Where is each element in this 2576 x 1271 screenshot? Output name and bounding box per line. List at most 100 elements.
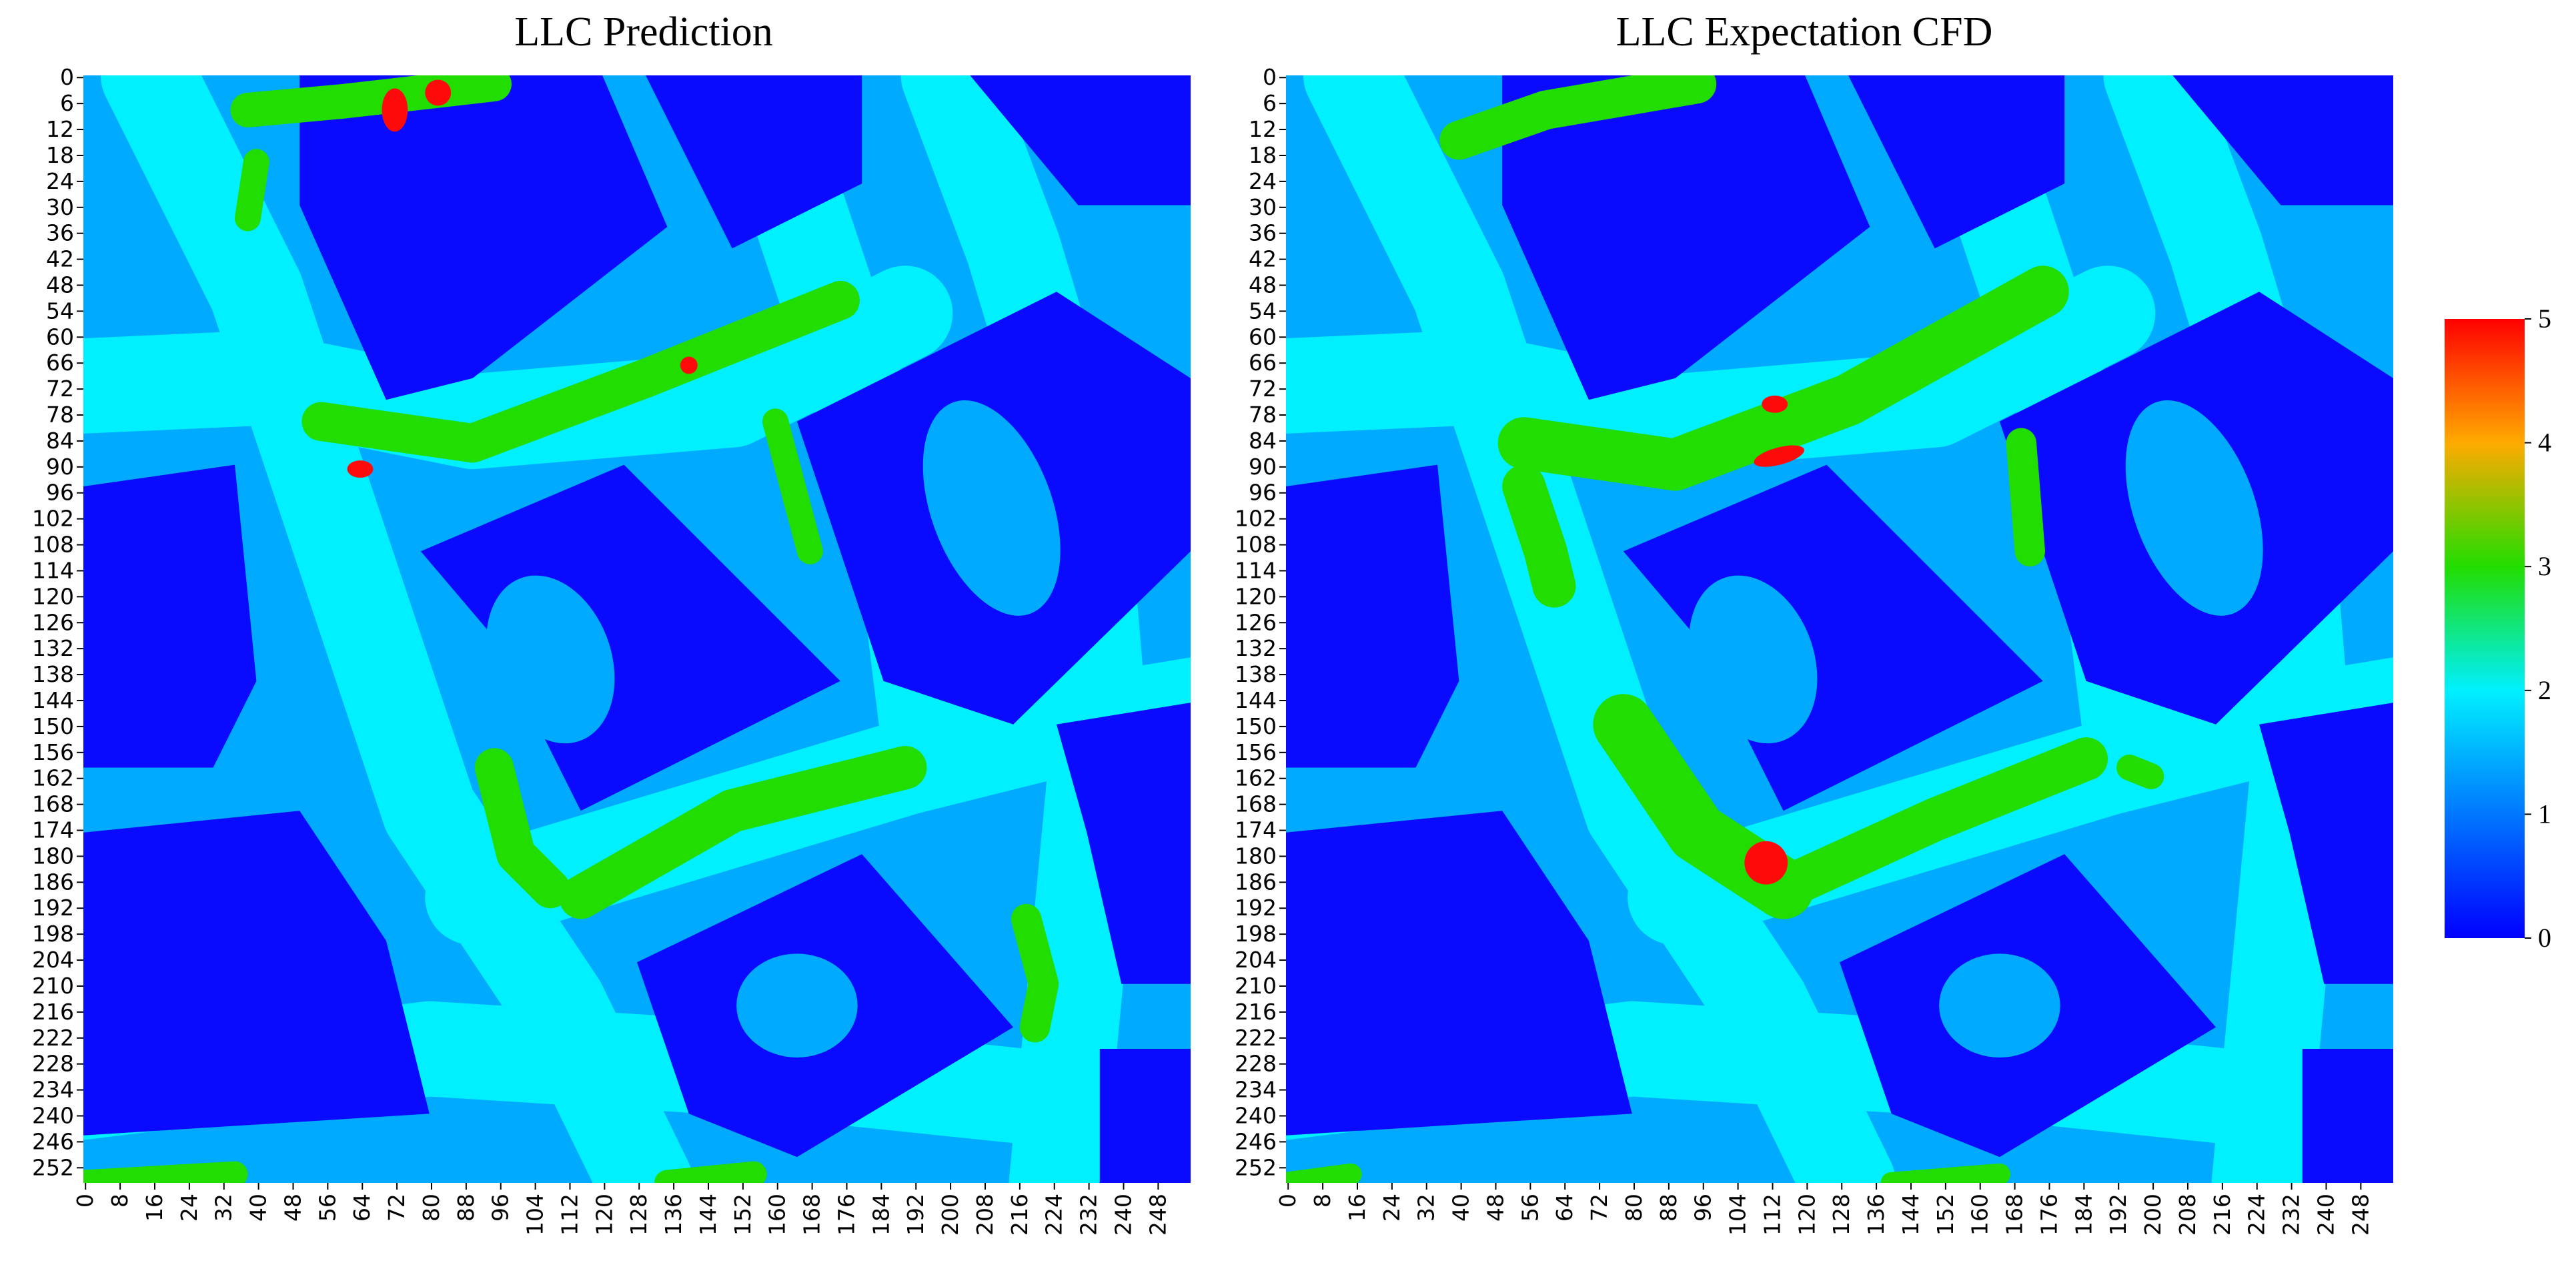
level-3-corridor <box>234 149 269 232</box>
y-axis-left: 0612182430364248546066727884909610210811… <box>32 64 83 1180</box>
y-tick-label: 156 <box>1235 739 1277 765</box>
building-block <box>2172 75 2393 205</box>
y-tick-label: 126 <box>32 609 74 635</box>
y-tick-label: 174 <box>1235 817 1277 843</box>
x-tick-label: 112 <box>556 1194 582 1236</box>
y-tick-label: 42 <box>1249 246 1277 272</box>
courtyard <box>1939 953 2060 1057</box>
level-3-corridor <box>301 281 860 463</box>
x-tick-label: 104 <box>1725 1194 1751 1236</box>
building-block <box>1286 464 1459 768</box>
heatmap-right-area <box>1286 75 2393 1183</box>
colorbar-tick-label: 0 <box>2538 923 2551 953</box>
level-3-corridor <box>2116 755 2164 789</box>
x-tick-label: 0 <box>1275 1194 1301 1208</box>
heatmap-left-area <box>83 75 1191 1183</box>
x-tick-label: 40 <box>245 1194 271 1222</box>
x-tick-label: 168 <box>799 1194 825 1236</box>
x-tick-label: 104 <box>522 1194 548 1236</box>
building-block <box>83 464 257 768</box>
y-tick-label: 162 <box>1235 765 1277 791</box>
x-tick-label: 8 <box>107 1194 133 1208</box>
y-tick-label: 96 <box>46 480 74 506</box>
y-tick-label: 54 <box>1249 298 1277 324</box>
x-tick-label: 224 <box>1041 1194 1067 1236</box>
y-tick-label: 18 <box>46 142 74 168</box>
street-corridor <box>83 266 953 470</box>
courtyard <box>486 575 615 744</box>
y-tick-label: 138 <box>32 661 74 687</box>
hotspot <box>347 460 374 478</box>
y-axis-right: 0612182430364248546066727884909610210811… <box>1235 64 1286 1180</box>
y-tick-label: 66 <box>1249 350 1277 376</box>
x-tick-label: 200 <box>2140 1194 2166 1236</box>
x-tick-label: 40 <box>1448 1194 1474 1222</box>
y-tick-label: 0 <box>60 64 74 90</box>
y-tick-label: 246 <box>32 1128 74 1154</box>
y-tick-label: 120 <box>1235 583 1277 609</box>
x-tick-label: 64 <box>349 1194 375 1222</box>
y-tick-label: 84 <box>46 428 74 454</box>
y-tick-label: 114 <box>32 557 74 583</box>
y-tick-label: 42 <box>46 246 74 272</box>
y-tick-label: 6 <box>60 90 74 116</box>
y-tick-label: 12 <box>46 116 74 142</box>
hotspot <box>425 79 452 106</box>
y-tick-label: 252 <box>1235 1154 1277 1180</box>
y-tick-label: 30 <box>1249 194 1277 220</box>
chart-title-right: LLC Expectation CFD <box>1616 9 1993 55</box>
y-tick-label: 198 <box>32 921 74 947</box>
y-tick-label: 12 <box>1249 116 1277 142</box>
y-tick-label: 204 <box>32 947 74 973</box>
y-tick-label: 6 <box>1263 90 1277 116</box>
y-tick-label: 90 <box>46 454 74 480</box>
x-tick-label: 184 <box>2070 1194 2096 1236</box>
courtyard <box>922 400 1061 616</box>
x-tick-label: 160 <box>764 1194 790 1236</box>
x-tick-label: 24 <box>1379 1194 1405 1222</box>
x-tick-label: 136 <box>660 1194 686 1236</box>
x-tick-label: 240 <box>1110 1194 1136 1236</box>
level-3-corridor <box>1286 1163 1362 1183</box>
y-tick-label: 144 <box>1235 687 1277 713</box>
y-tick-label: 168 <box>32 791 74 817</box>
y-tick-label: 186 <box>1235 869 1277 895</box>
hotspot <box>680 356 698 374</box>
y-tick-label: 210 <box>1235 973 1277 999</box>
building-block <box>1848 75 2065 249</box>
y-tick-label: 192 <box>32 895 74 921</box>
x-tick-label: 16 <box>141 1194 167 1222</box>
y-tick-label: 216 <box>32 999 74 1025</box>
x-tick-label: 144 <box>695 1194 721 1236</box>
y-tick-label: 84 <box>1249 428 1277 454</box>
y-tick-label: 102 <box>32 506 74 532</box>
y-tick-label: 150 <box>32 713 74 739</box>
x-tick-label: 32 <box>1413 1194 1439 1222</box>
colorbar: 0 1 2 3 4 5 <box>2445 304 2551 953</box>
building-block <box>1099 1049 1191 1183</box>
x-axis-right: 0 8 16 24 32 40 48 56 64 72 80 88 96 104 112 120 128 136 1… <box>1275 1183 2373 1236</box>
x-tick-label: 160 <box>1967 1194 1993 1236</box>
level-3-corridor <box>474 748 570 909</box>
y-tick-label: 18 <box>1249 142 1277 168</box>
y-tick-label: 192 <box>1235 895 1277 921</box>
y-tick-label: 234 <box>32 1077 74 1103</box>
y-tick-label: 150 <box>1235 713 1277 739</box>
hotspot <box>1762 395 1788 413</box>
x-tick-label: 96 <box>1690 1194 1716 1222</box>
building-block <box>420 464 840 811</box>
x-tick-label: 168 <box>2002 1194 2028 1236</box>
y-tick-label: 72 <box>1249 376 1277 402</box>
building-block <box>299 75 668 400</box>
level-3-corridor <box>2006 428 2045 566</box>
x-tick-label: 88 <box>1656 1194 1682 1222</box>
x-tick-label: 16 <box>1344 1194 1370 1222</box>
x-tick-label: 64 <box>1551 1194 1577 1222</box>
heatmap-left: LLC Prediction 0612182430364248546066727… <box>32 9 1191 1236</box>
x-tick-label: 208 <box>972 1194 998 1236</box>
colorbar-tick-label: 4 <box>2538 428 2551 458</box>
y-tick-label: 228 <box>1235 1051 1277 1077</box>
y-tick-label: 174 <box>32 817 74 843</box>
y-tick-label: 246 <box>1235 1128 1277 1154</box>
y-tick-label: 60 <box>1249 324 1277 350</box>
